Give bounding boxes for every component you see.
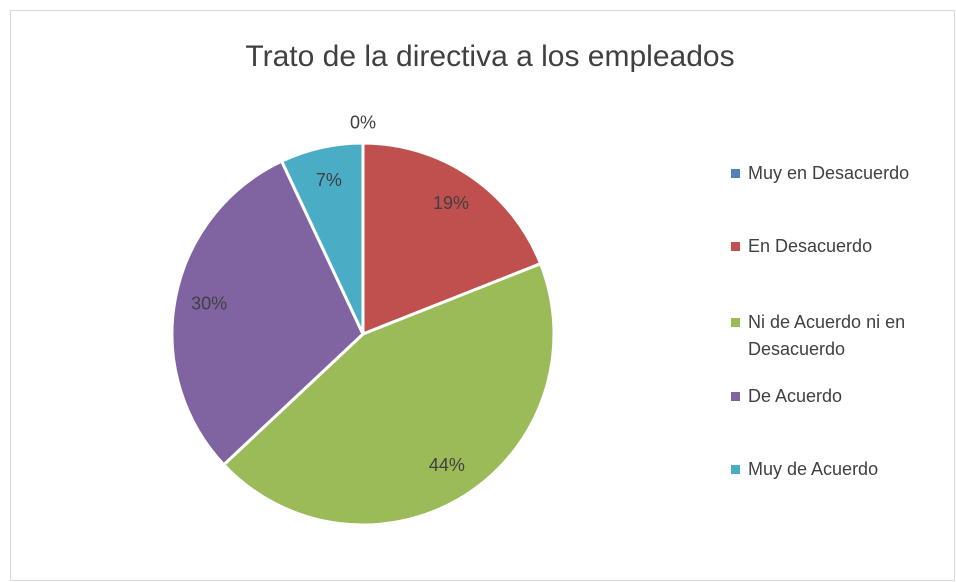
legend-swatch	[731, 242, 740, 251]
pie-slice	[222, 262, 556, 527]
data-label: 0%	[350, 113, 376, 133]
legend-swatch	[731, 318, 740, 327]
data-label: 19%	[433, 193, 469, 213]
chart-title: Trato de la directiva a los empleados	[245, 40, 734, 73]
legend-label: Ni de Acuerdo ni en Desacuerdo	[748, 312, 906, 359]
legend-swatch	[731, 465, 740, 474]
data-label: 44%	[429, 455, 465, 475]
legend-label: Muy de Acuerdo	[748, 459, 879, 479]
data-label: 7%	[316, 170, 342, 190]
legend-swatch	[731, 392, 740, 401]
data-label: 30%	[191, 293, 227, 313]
legend-swatch	[731, 169, 740, 178]
legend-label: De Acuerdo	[748, 386, 843, 406]
pie-slice	[361, 141, 543, 336]
legend-label: En Desacuerdo	[748, 236, 873, 256]
legend-label: Muy en Desacuerdo	[748, 163, 910, 183]
pie-slice	[170, 159, 365, 467]
pie-slice	[280, 141, 365, 336]
